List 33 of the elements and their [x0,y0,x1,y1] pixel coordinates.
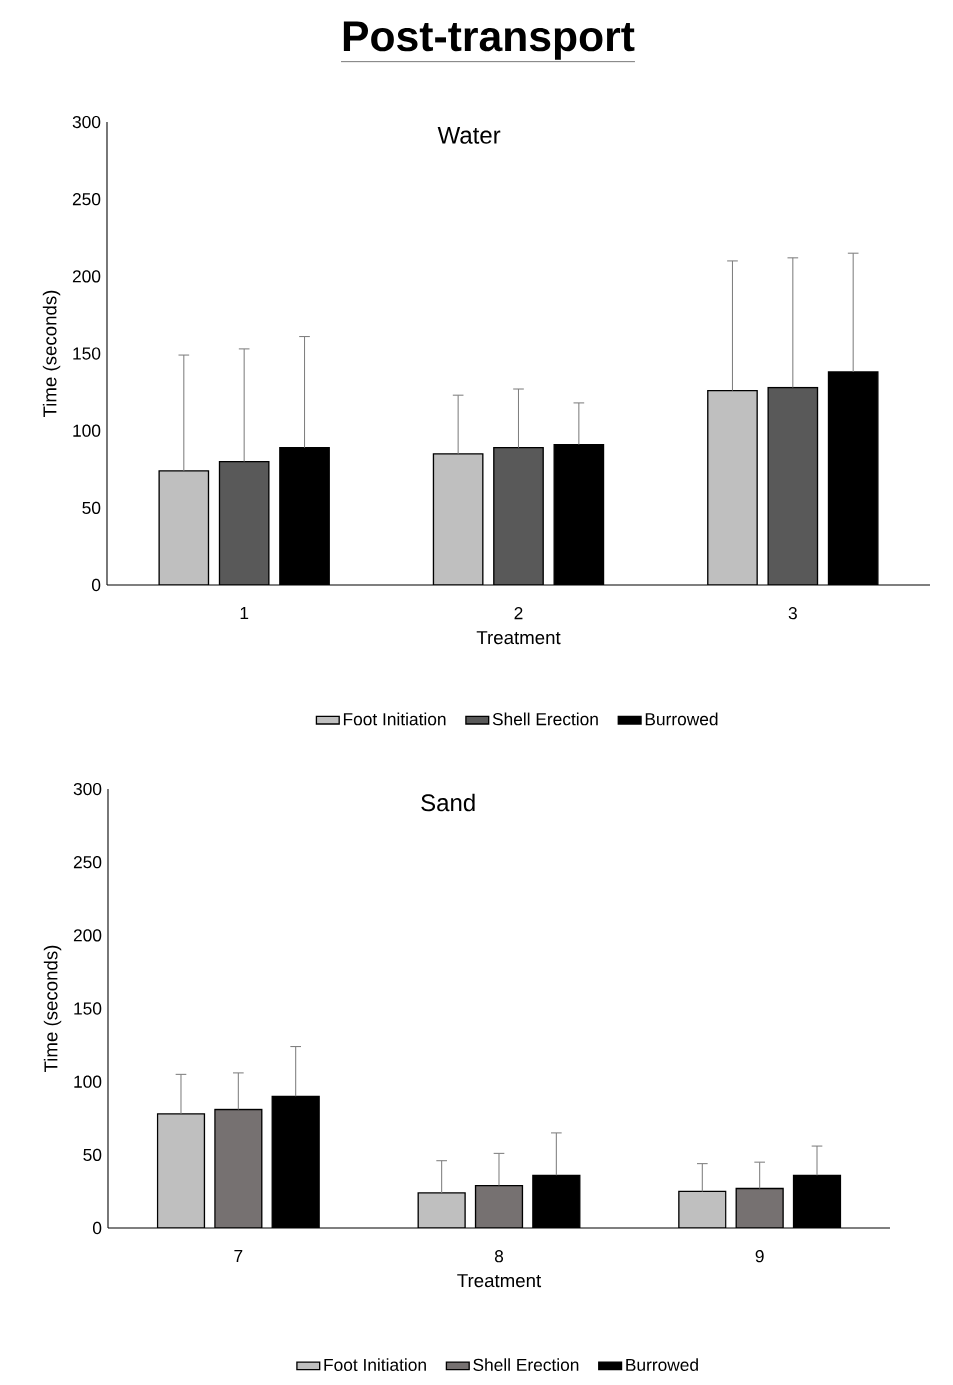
chart-title: Water [437,127,501,144]
y-tick-label: 0 [92,1221,102,1235]
legend-label: Burrowed [626,1358,698,1371]
y-axis-title: Time (seconds) [43,945,62,1073]
x-axis-title: Treatment [457,1274,542,1288]
y-tick-label: 50 [83,1148,102,1161]
x-tick-label: 9 [755,1250,764,1263]
y-tick-label: 300 [73,782,102,796]
legend-label: Burrowed [645,712,718,726]
x-tick-label: 8 [494,1250,504,1263]
x-tick-label: 1 [240,607,249,619]
chart-title: Sand [421,793,475,812]
legend-label: Foot Initiation [343,712,446,726]
x-axis-title: Treatment [476,631,561,645]
y-tick-label: 50 [82,501,101,514]
y-axis-title: Time (seconds) [42,290,61,418]
y-tick-label: 0 [91,578,101,592]
y-tick-label: 100 [73,424,101,437]
legend-label: Foot Initiation [324,1358,426,1371]
x-tick-label: 7 [234,1250,243,1262]
x-tick-label: 2 [514,607,523,620]
x-tick-label: 3 [788,607,797,620]
y-tick-label: 150 [74,1002,102,1015]
y-tick-label: 300 [72,115,101,129]
y-tick-label: 200 [73,929,102,942]
y-tick-label: 250 [73,856,102,869]
y-tick-label: 200 [72,270,101,283]
y-tick-label: 150 [73,347,101,360]
legend-label: Shell Erection [473,1358,579,1371]
y-tick-label: 100 [74,1075,102,1088]
y-tick-label: 250 [72,193,101,206]
text: Post-transport [343,21,635,60]
legend-label: Shell Erection [492,712,598,726]
